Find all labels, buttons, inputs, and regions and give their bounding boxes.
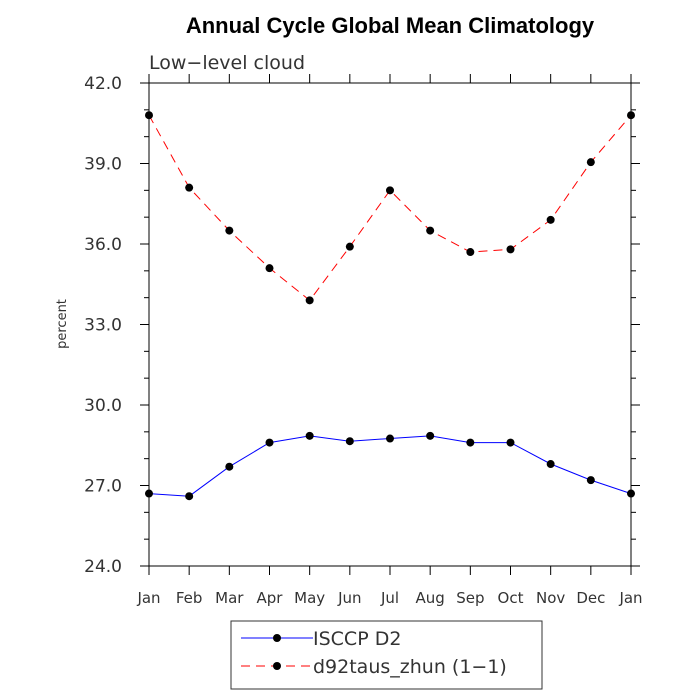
data-point bbox=[426, 226, 435, 235]
y-tick-label: 24.0 bbox=[84, 557, 122, 577]
data-point bbox=[305, 296, 314, 305]
data-point bbox=[466, 438, 475, 447]
plot-frame bbox=[148, 82, 632, 567]
series-line-1 bbox=[148, 435, 632, 497]
legend: ISCCP D2 d92taus_zhun (1−1) bbox=[230, 620, 543, 690]
chart-title: Annual Cycle Global Mean Climatology bbox=[186, 13, 595, 38]
x-tick-label: Nov bbox=[536, 589, 565, 607]
data-point bbox=[225, 462, 234, 471]
data-point bbox=[386, 434, 394, 443]
data-point bbox=[426, 431, 435, 440]
data-point bbox=[185, 492, 194, 501]
data-point bbox=[506, 245, 515, 254]
x-ticks: Jan Feb Mar Apr May Jun Jul Aug Sep Oct Nov Dec Jan bbox=[136, 74, 643, 607]
data-point bbox=[386, 186, 394, 195]
y-tick-label: 30.0 bbox=[84, 396, 122, 416]
data-point bbox=[305, 431, 314, 440]
legend-box bbox=[230, 620, 543, 690]
x-tick-label: Oct bbox=[498, 589, 524, 607]
y-ticks: 24.0 27.0 30.0 33.0 36.0 39.0 42.0 bbox=[84, 74, 640, 577]
data-point bbox=[586, 158, 595, 167]
y-tick-label: 39.0 bbox=[84, 155, 122, 175]
x-tick-label: Mar bbox=[215, 589, 244, 607]
data-point bbox=[345, 437, 354, 446]
data-point bbox=[265, 438, 274, 447]
x-tick-label: Jun bbox=[337, 589, 361, 607]
data-point bbox=[506, 438, 515, 447]
series-layer bbox=[145, 111, 635, 501]
data-point bbox=[546, 460, 555, 469]
data-point bbox=[185, 183, 194, 192]
x-tick-label: Jan bbox=[136, 589, 160, 607]
y-tick-label: 42.0 bbox=[84, 74, 122, 94]
data-point bbox=[345, 242, 354, 251]
legend-marker-1 bbox=[273, 634, 281, 642]
data-point bbox=[546, 215, 555, 224]
legend-entry-2: d92taus_zhun (1−1) bbox=[241, 656, 507, 678]
legend-label-1: ISCCP D2 bbox=[313, 628, 401, 650]
x-tick-label: Dec bbox=[576, 589, 605, 607]
legend-label-2: d92taus_zhun (1−1) bbox=[313, 656, 507, 678]
data-point bbox=[225, 226, 234, 235]
data-point bbox=[265, 264, 274, 273]
x-tick-label: May bbox=[294, 589, 325, 607]
y-tick-label: 36.0 bbox=[84, 235, 122, 255]
y-tick-label: 33.0 bbox=[84, 316, 122, 336]
chart-subtitle: Low−level cloud bbox=[149, 52, 305, 74]
data-point bbox=[466, 248, 475, 257]
x-tick-label: Jul bbox=[380, 589, 399, 607]
legend-entry-1: ISCCP D2 bbox=[241, 628, 401, 650]
y-axis-label: percent bbox=[55, 299, 70, 349]
x-tick-label: Jan bbox=[618, 589, 642, 607]
series-line-2 bbox=[148, 114, 632, 302]
data-point bbox=[586, 476, 595, 485]
x-tick-label: Feb bbox=[176, 589, 203, 607]
y-tick-label: 27.0 bbox=[84, 477, 122, 497]
x-tick-label: Sep bbox=[456, 589, 484, 607]
x-tick-label: Apr bbox=[257, 589, 284, 607]
x-tick-label: Aug bbox=[416, 589, 445, 607]
legend-marker-2 bbox=[273, 662, 281, 670]
